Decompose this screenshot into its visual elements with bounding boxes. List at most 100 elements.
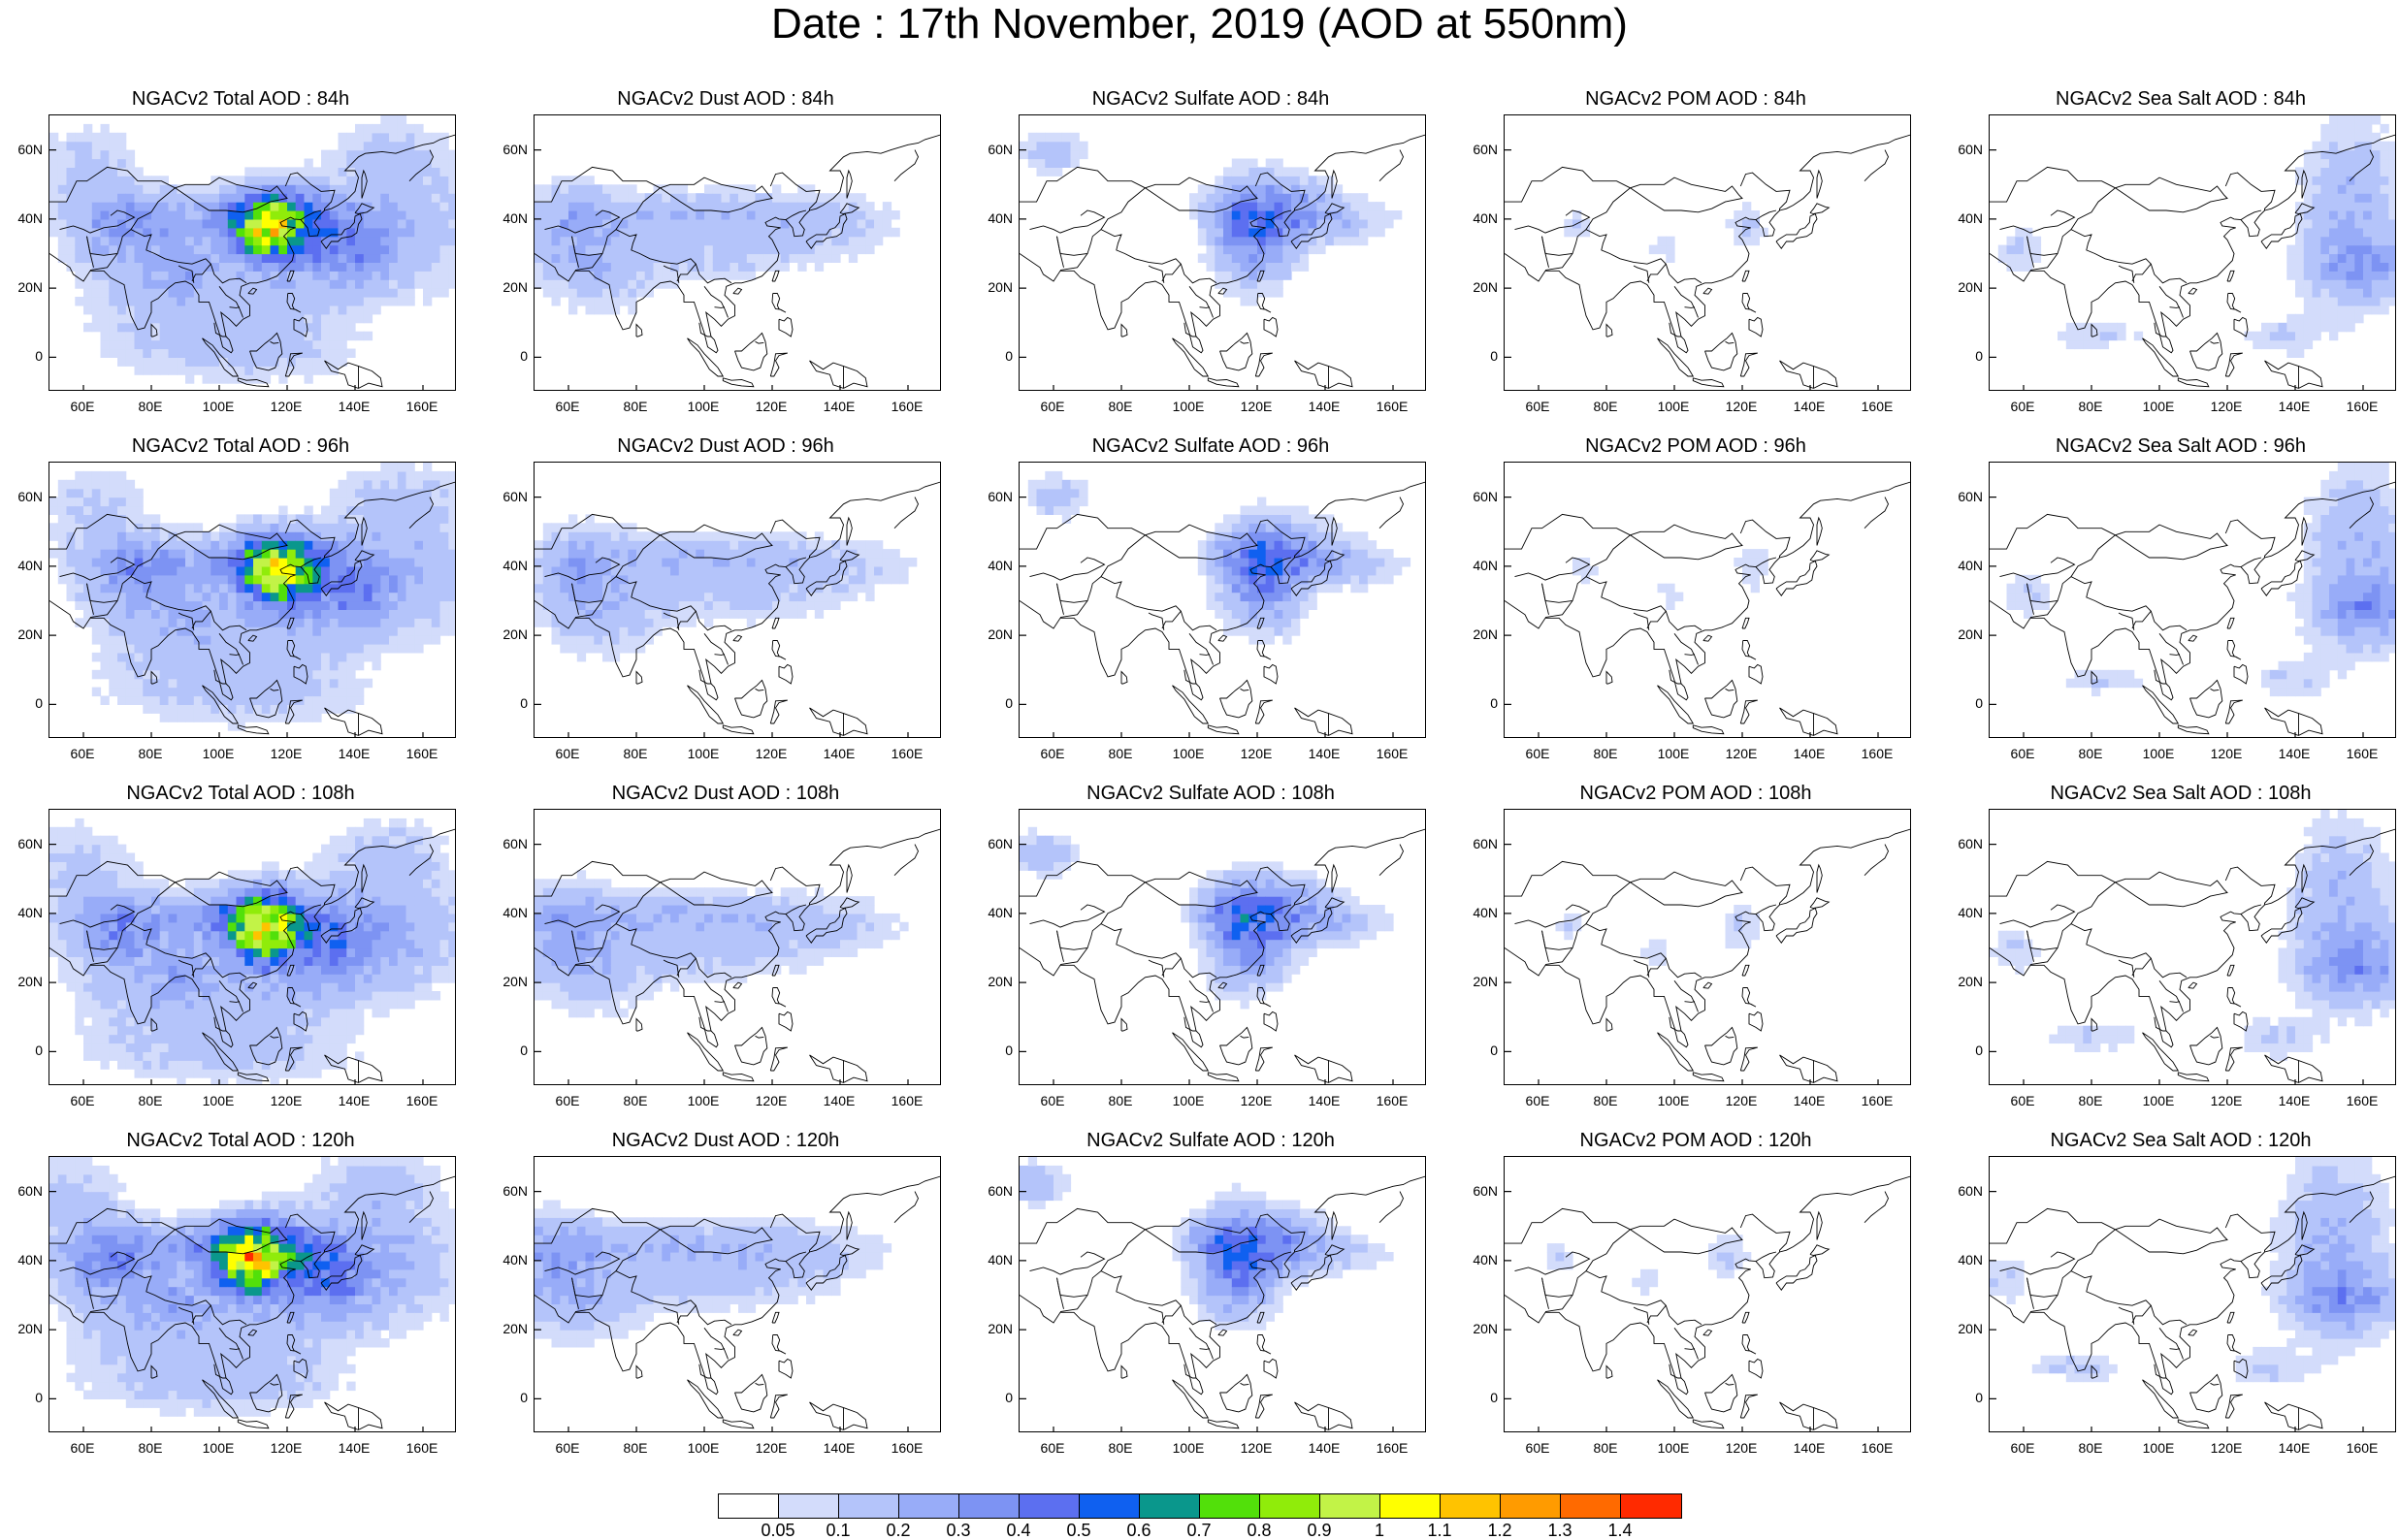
lon-tick-label: 60E [70,1440,95,1456]
lat-tick-label: 20N [1958,626,1983,643]
lon-tick-label: 140E [338,746,371,761]
lat-tick-label: 0 [35,695,43,712]
colorbar-cell [959,1494,1020,1518]
coastlines [1505,1175,1910,1430]
axis-ticks [1505,1191,1879,1431]
lon-tick-label: 160E [891,399,924,414]
panel-title: NGACv2 POM AOD : 108h [1579,783,1812,804]
axis-ticks [535,497,909,737]
aod-map [1990,463,2395,737]
lat-tick-label: 0 [35,1390,43,1406]
lat-tick-label: 60N [1958,835,1983,851]
lon-tick-label: 120E [1725,1440,1758,1456]
aod-field [49,463,455,731]
lon-tick-label: 80E [1593,399,1618,414]
panel-title: NGACv2 Sulfate AOD : 84h [1091,88,1330,110]
colorbar-label: 0.2 [886,1521,911,1540]
lat-tick-label: 40N [17,1251,43,1267]
aod-map [1505,481,1910,737]
colorbar-cell [1380,1494,1441,1518]
lat-tick-label: 0 [35,348,43,365]
lon-tick-label: 160E [1861,746,1894,761]
lon-tick-label: 60E [2010,1440,2035,1456]
panel-title: NGACv2 Dust AOD : 120h [611,1130,840,1151]
lon-tick-label: 100E [1657,1093,1690,1108]
lat-tick-label: 60N [988,1182,1013,1199]
panel-title: NGACv2 POM AOD : 84h [1585,88,1806,110]
lon-tick-label: 120E [1240,1093,1273,1108]
lon-tick-label: 100E [1172,1093,1205,1108]
colorbar-label: 0.8 [1247,1521,1272,1540]
map-panel-total-96h: NGACv2 Total AOD : 96h 60N 40N 20N 0 60E 80E 10… [8,434,473,764]
aod-field [1020,1157,1394,1331]
colorbar-cell [1200,1494,1260,1518]
lat-tick-label: 20N [502,1321,528,1337]
lat-tick-label: 60N [988,141,1013,157]
colorbar-cell [1140,1494,1200,1518]
lon-tick-label: 120E [755,1440,788,1456]
lat-tick-label: 0 [1975,1390,1983,1406]
lon-tick-label: 60E [1040,1093,1065,1108]
lon-tick-label: 120E [270,746,303,761]
aod-map [49,463,455,737]
colorbar-label: 1.4 [1607,1521,1633,1540]
lon-tick-label: 60E [1525,746,1550,761]
panel-title: NGACv2 Sulfate AOD : 120h [1086,1130,1335,1151]
panel-title: NGACv2 Total AOD : 96h [131,435,350,457]
panel-title: NGACv2 Sulfate AOD : 108h [1086,783,1335,804]
lat-tick-label: 40N [502,904,528,920]
lon-tick-label: 120E [755,399,788,414]
lat-tick-label: 40N [1473,904,1498,920]
map-panel-pom-108h: NGACv2 POM AOD : 108h 60N 40N 20N 0 60E 80E 100… [1463,782,1929,1111]
map-frame [1504,114,1911,391]
lon-tick-label: 160E [405,746,438,761]
lat-tick-label: 0 [520,1043,528,1059]
panel-title: NGACv2 Total AOD : 84h [131,88,350,110]
lon-tick-label: 140E [338,1093,371,1108]
lon-tick-label: 60E [555,1440,580,1456]
coastlines [1505,134,1910,389]
lon-tick-label: 160E [405,1440,438,1456]
coastlines [49,1175,455,1430]
lon-tick-label: 80E [138,399,163,414]
lat-tick-label: 20N [502,279,528,296]
lon-tick-label: 120E [2210,399,2243,414]
aod-field [2006,463,2395,697]
aod-field [1564,202,1768,263]
colorbar-cell [1320,1494,1380,1518]
lon-tick-label: 60E [1040,399,1065,414]
aod-field [1555,905,1760,966]
lon-tick-label: 100E [1172,1440,1205,1456]
aod-map [1505,134,1910,390]
map-frame [1504,809,1911,1085]
axis-ticks [1020,149,1394,390]
map-panel-pom-120h: NGACv2 POM AOD : 120h 60N 40N 20N 0 60E 80E 100… [1463,1129,1929,1459]
panel-title: NGACv2 Dust AOD : 96h [617,435,834,457]
aod-map [49,115,455,390]
colorbar-cell [1020,1494,1080,1518]
axis-ticks [1020,844,1394,1084]
colorbar-cell [1080,1494,1140,1518]
lon-tick-label: 60E [2010,399,2035,414]
colorbar-cell [719,1494,779,1518]
map-panel-pom-84h: NGACv2 POM AOD : 84h 60N 40N 20N 0 60E 80E 100E… [1463,87,1929,417]
axis-ticks [535,844,909,1084]
colorbar-label: 0.7 [1186,1521,1212,1540]
lon-tick-label: 140E [1793,1440,1826,1456]
coastlines [49,481,455,736]
lat-tick-label: 0 [520,1390,528,1406]
lon-tick-label: 80E [2078,1440,2103,1456]
colorbar-label: 0.6 [1126,1521,1151,1540]
map-frame [49,809,456,1085]
lat-tick-label: 0 [35,1043,43,1059]
aod-field [1020,826,1394,1010]
lat-tick-label: 0 [1490,1390,1498,1406]
lon-tick-label: 100E [202,1440,235,1456]
lon-tick-label: 80E [138,1093,163,1108]
lat-tick-label: 40N [17,557,43,573]
lon-tick-label: 140E [1793,1093,1826,1108]
coastlines [535,481,940,736]
lon-tick-label: 160E [1376,1093,1409,1108]
aod-map [535,481,940,737]
aod-field [1020,132,1403,306]
